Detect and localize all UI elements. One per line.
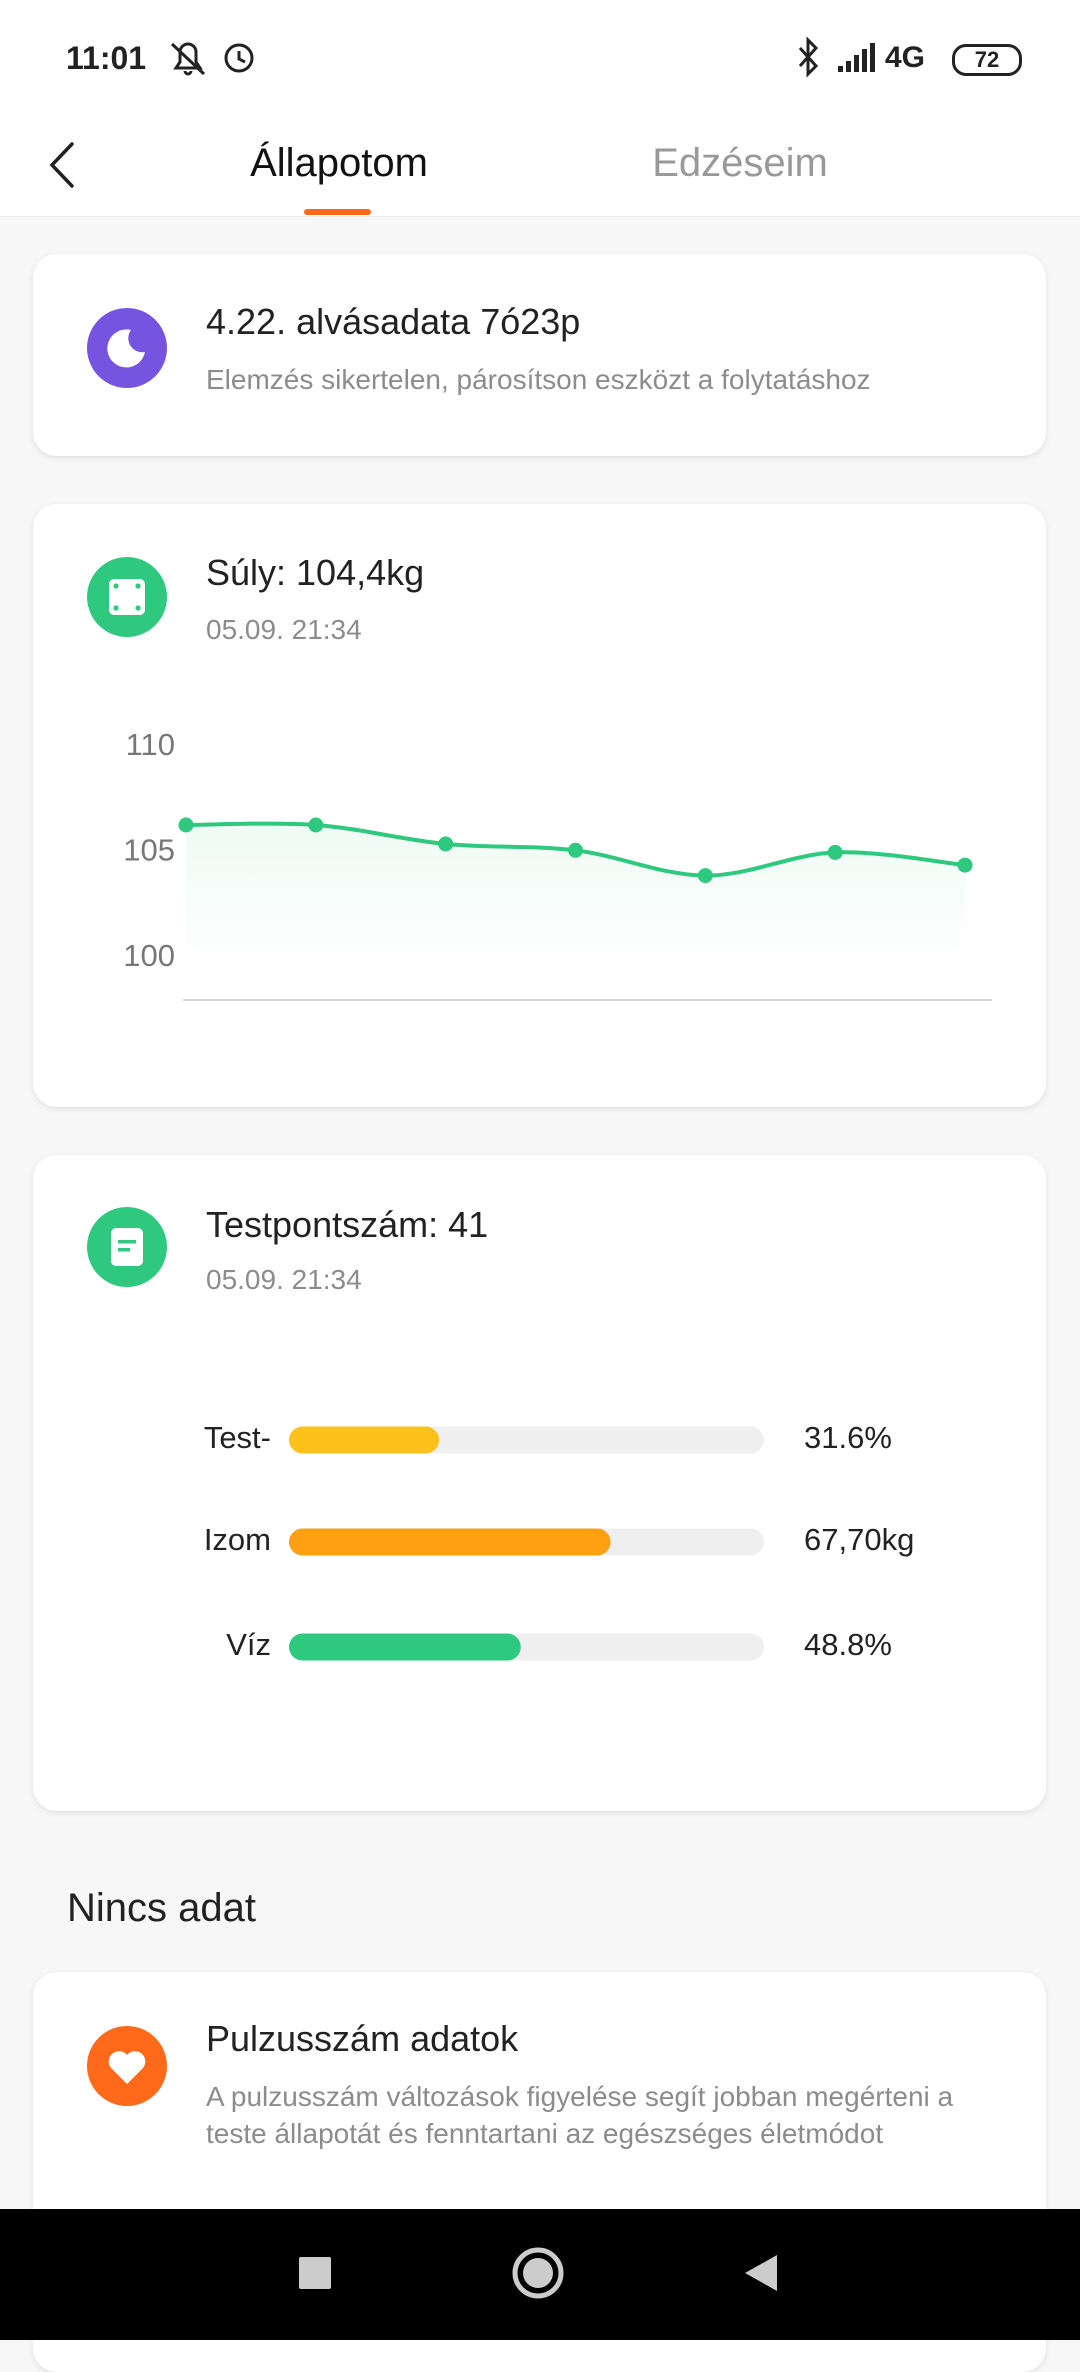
card-subtitle: Elemzés sikertelen, párosítson eszközt a… bbox=[206, 364, 871, 395]
line-point bbox=[308, 817, 324, 833]
sleep-card[interactable]: 4.22. alvásadata 7ó23p Elemzés sikertele… bbox=[33, 254, 1046, 456]
status-icons-left bbox=[170, 42, 254, 76]
signal-bar bbox=[846, 61, 851, 72]
bluetooth-icon bbox=[798, 36, 819, 78]
card-title: Súly: 104,4kg bbox=[206, 552, 425, 593]
signal-bar bbox=[854, 55, 859, 72]
bar bbox=[289, 1528, 611, 1556]
line-point bbox=[697, 868, 713, 884]
card-title: Testpontszám: 41 bbox=[206, 1204, 489, 1245]
weight-chart: 100 105 110 bbox=[123, 727, 992, 1001]
bar-value-label: 48.8% bbox=[804, 1627, 892, 1662]
battery: 72 bbox=[952, 44, 1022, 76]
recents-button[interactable] bbox=[299, 2257, 331, 2289]
sleep-icon bbox=[87, 308, 167, 388]
score-bars: Test- 31.6% Izom 67,70kg Víz 48.8% bbox=[204, 1420, 915, 1662]
weight-icon bbox=[87, 557, 167, 637]
card-timestamp: 05.09. 21:34 bbox=[206, 614, 362, 645]
line-point bbox=[827, 844, 843, 860]
status-icons-right bbox=[798, 36, 875, 78]
bar-label: Víz bbox=[226, 1627, 271, 1662]
header bbox=[0, 0, 1080, 217]
bar bbox=[289, 1633, 521, 1661]
signal-bar bbox=[838, 66, 843, 72]
card-description: A pulzusszám változások figyelése segít … bbox=[206, 2081, 954, 2149]
score-icon bbox=[87, 1207, 167, 1287]
bar bbox=[289, 1426, 440, 1454]
tab-indicator bbox=[304, 209, 371, 215]
signal-bar bbox=[870, 43, 875, 72]
bar-value-label: 31.6% bbox=[804, 1420, 892, 1455]
nav-buttons bbox=[299, 2247, 777, 2299]
card-title: 4.22. alvásadata 7ó23p bbox=[206, 301, 581, 342]
tab[interactable]: Edzéseim bbox=[652, 141, 828, 185]
line-point bbox=[438, 836, 454, 852]
weight-card[interactable]: Súly: 104,4kg 05.09. 21:34 100 105 110 bbox=[33, 504, 1046, 1107]
status-time: 11:01 bbox=[66, 40, 147, 76]
bar-value-label: 67,70kg bbox=[804, 1522, 914, 1557]
alarm-icon bbox=[224, 43, 254, 73]
back-arrow bbox=[49, 142, 74, 188]
heart-icon bbox=[87, 2026, 167, 2106]
y-tick-label: 105 bbox=[123, 833, 175, 868]
bar-label: Test- bbox=[204, 1420, 271, 1455]
bar-label: Izom bbox=[204, 1522, 271, 1557]
line-point bbox=[178, 817, 194, 833]
y-tick-label: 100 bbox=[123, 938, 175, 973]
score-card[interactable]: Testpontszám: 41 05.09. 21:34 Test- 31.6%… bbox=[33, 1155, 1046, 1811]
line-point bbox=[957, 857, 973, 873]
mute-slash bbox=[170, 42, 206, 76]
card-title: Pulzusszám adatok bbox=[206, 2018, 519, 2059]
back-button[interactable] bbox=[44, 140, 84, 190]
tab-active[interactable]: Állapotom bbox=[250, 141, 428, 185]
network-type: 4G bbox=[885, 41, 926, 74]
y-tick-label: 110 bbox=[126, 727, 175, 762]
home-dot bbox=[523, 2258, 553, 2288]
line-point bbox=[568, 842, 583, 858]
home-button[interactable] bbox=[512, 2247, 564, 2299]
section-heading: Nincs adat bbox=[67, 1886, 256, 1930]
alarm-hands bbox=[237, 51, 246, 64]
card-timestamp: 05.09. 21:34 bbox=[206, 1264, 362, 1295]
back-nav-button[interactable] bbox=[745, 2255, 777, 2291]
line-area bbox=[186, 823, 965, 948]
signal-bar bbox=[862, 49, 867, 72]
